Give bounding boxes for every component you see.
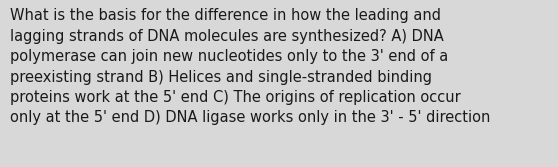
Text: What is the basis for the difference in how the leading and
lagging strands of D: What is the basis for the difference in … bbox=[10, 8, 490, 125]
